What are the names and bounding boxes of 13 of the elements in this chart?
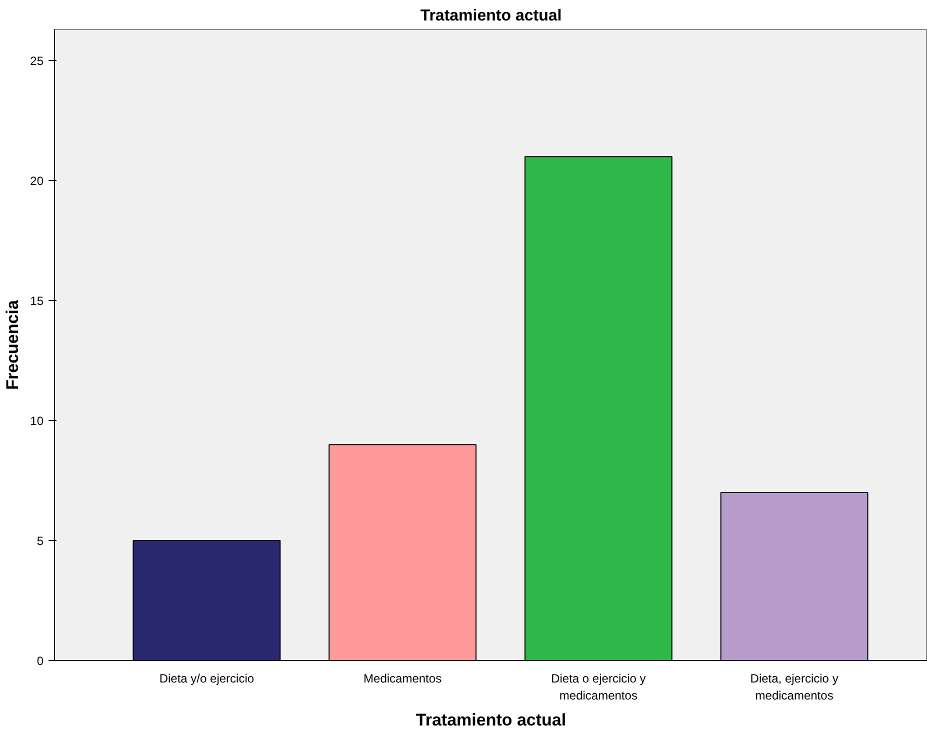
y-tick-label: 25 (30, 54, 44, 68)
x-tick-label: Dieta o ejercicio y medicamentos (551, 672, 646, 702)
x-tick-label: Dieta y/o ejercicio (159, 672, 254, 686)
y-axis-title: Frecuencia (3, 300, 22, 390)
x-tick-label: Medicamentos (364, 672, 442, 686)
x-tick-label: Dieta, ejercicio y medicamentos (750, 672, 838, 702)
y-tick-label: 10 (30, 414, 44, 428)
y-tick-label: 15 (30, 294, 44, 308)
chart-title: Tratamiento actual (420, 8, 562, 24)
y-tick-label: 0 (36, 654, 44, 668)
y-tick-label: 20 (30, 174, 44, 188)
x-axis-title: Tratamiento actual (416, 710, 566, 730)
y-tick-label: 5 (36, 534, 44, 548)
